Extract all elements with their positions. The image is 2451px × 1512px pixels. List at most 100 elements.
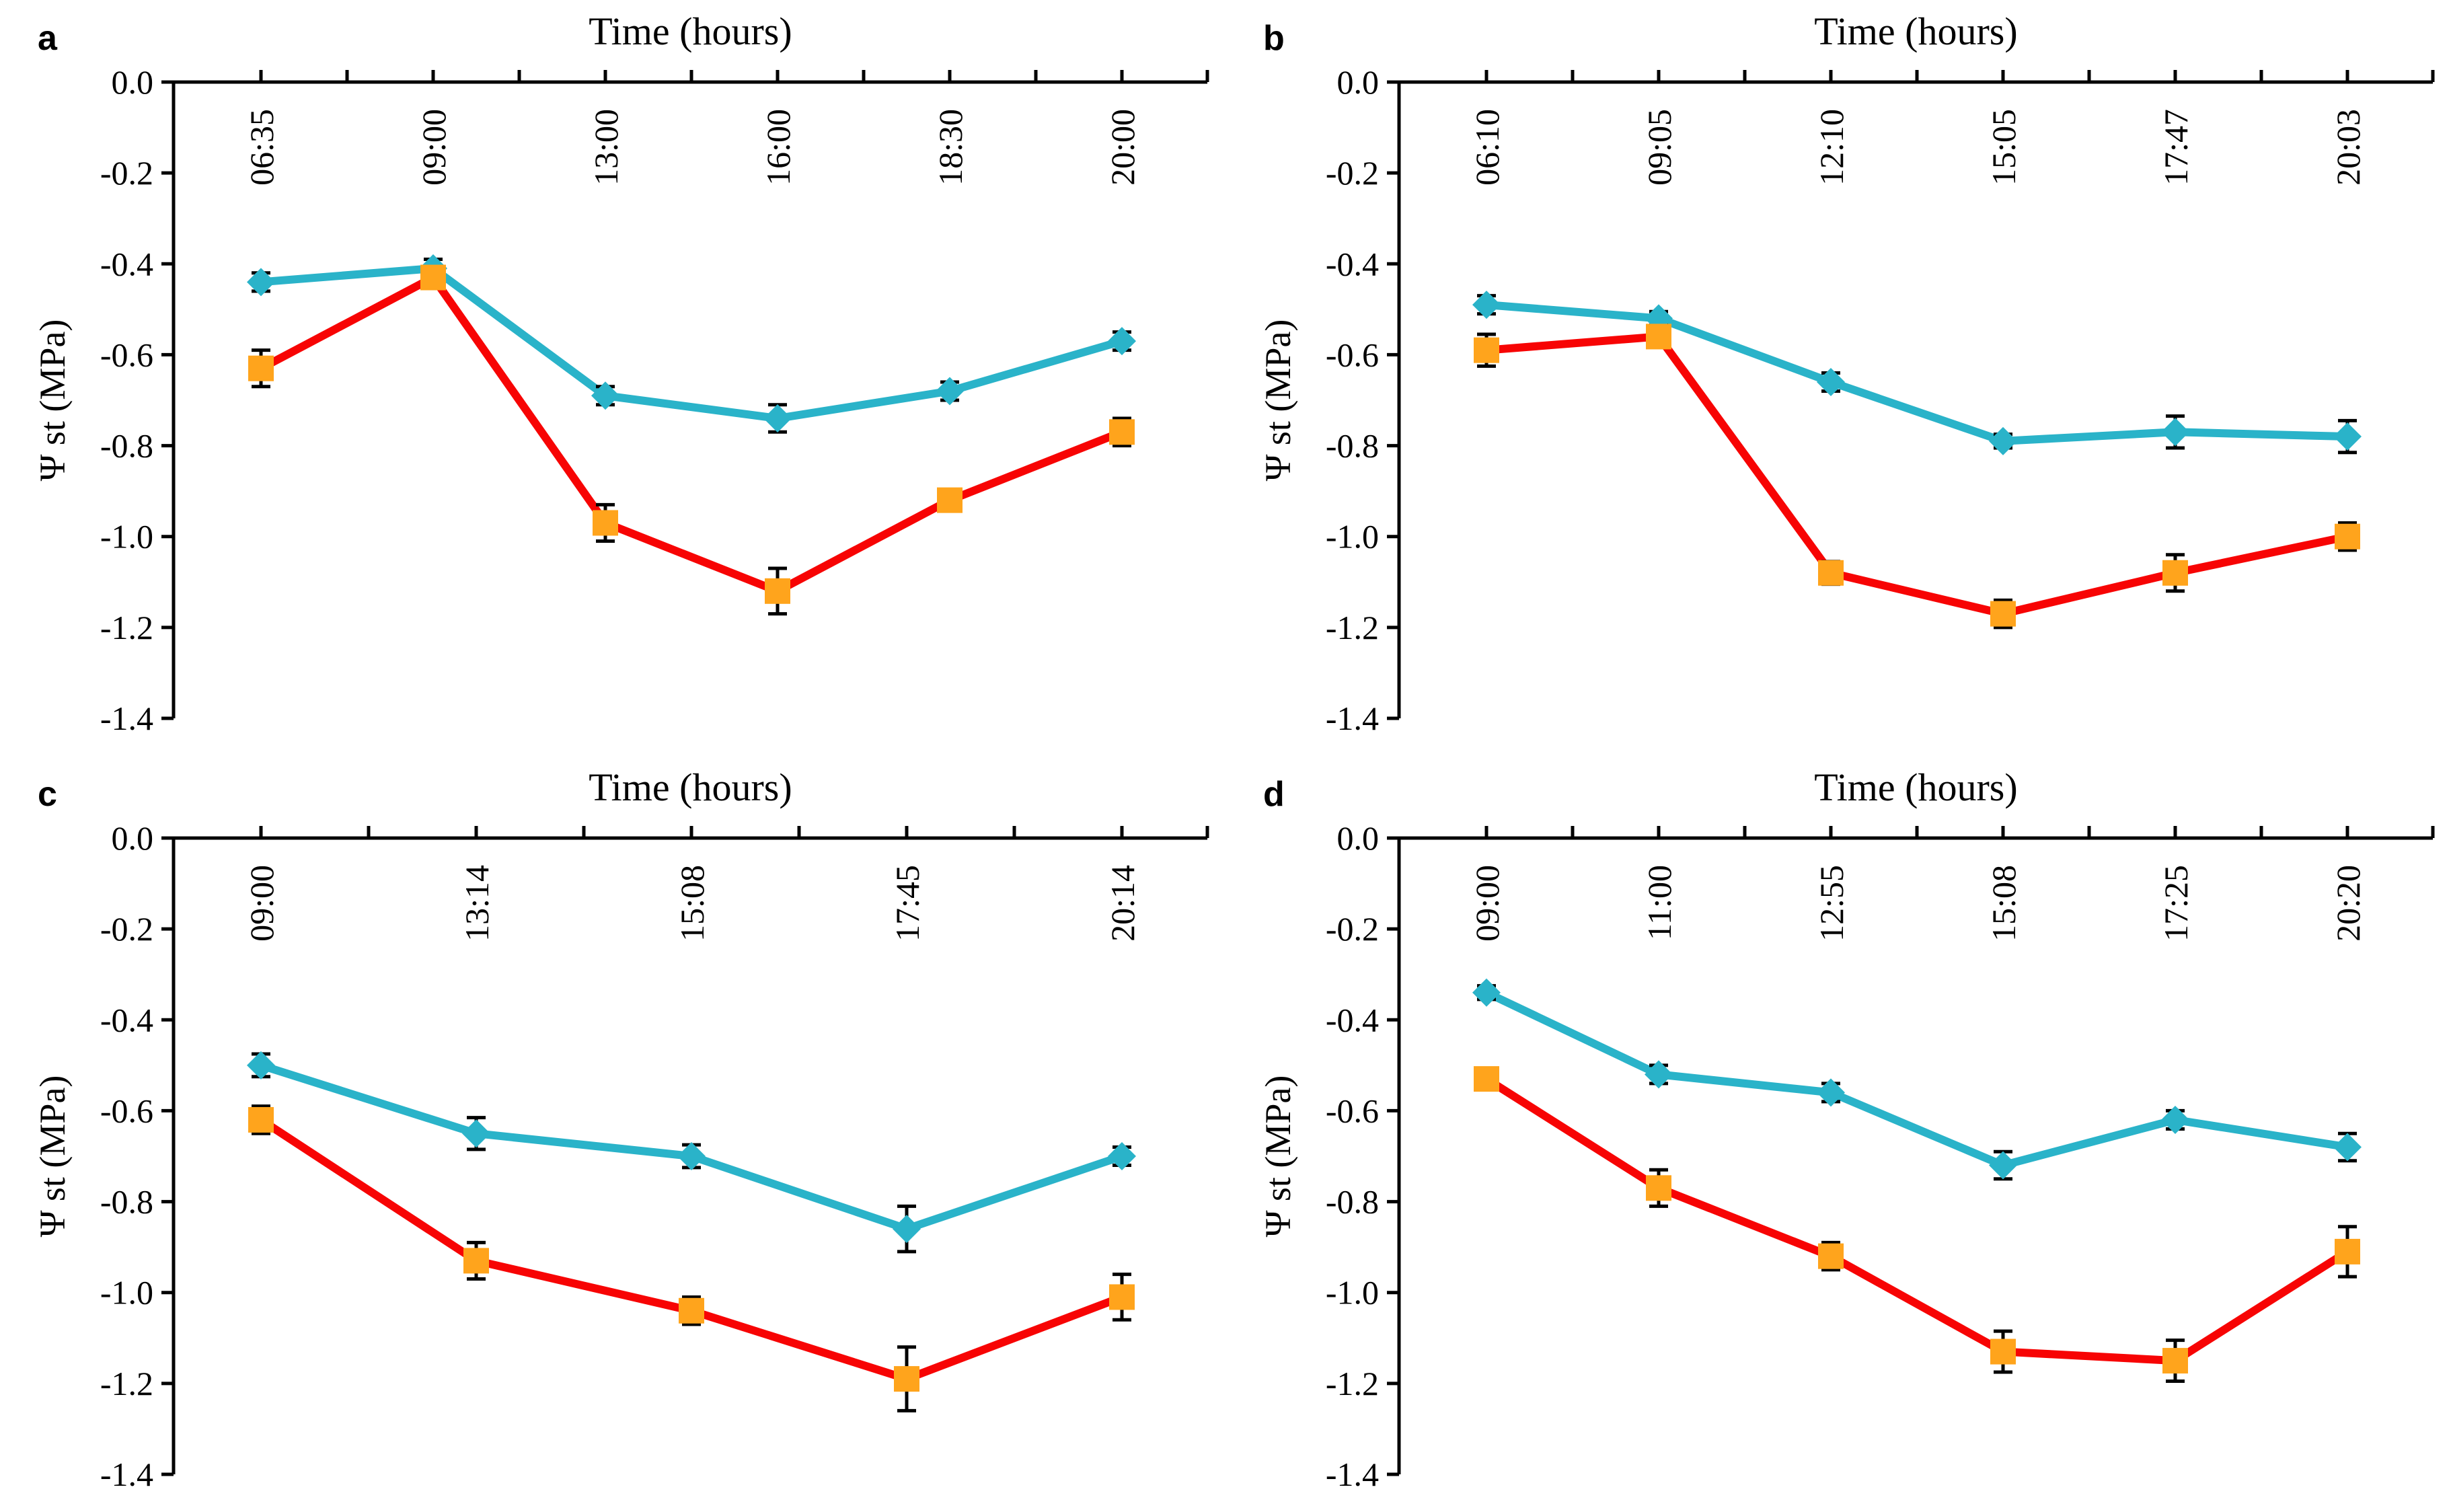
diamond-marker [2333, 1133, 2362, 1162]
diamond-marker [2161, 418, 2189, 447]
square-marker [937, 487, 963, 513]
diamond-marker [763, 404, 792, 433]
square-marker [248, 355, 274, 381]
square-marker [1818, 1243, 1844, 1269]
y-axis-label: Ψ st (MPa) [1258, 319, 1298, 482]
panel-letter: a [38, 19, 58, 58]
y-tick-label: -1.2 [1326, 609, 1379, 646]
diamond-marker [462, 1119, 490, 1148]
x-tick-label: 20:14 [1104, 865, 1141, 942]
diamond-marker [1472, 978, 1501, 1007]
y-tick-label: 0.0 [112, 819, 154, 857]
square-marker [2335, 1238, 2360, 1264]
square-marker [1474, 337, 1499, 363]
diamond-series-line [1484, 989, 2348, 1170]
x-tick-label: 17:47 [2157, 109, 2195, 186]
x-tick-label: 20:20 [2329, 865, 2367, 942]
y-tick-label: -1.0 [1326, 1274, 1379, 1312]
x-tick-label: 13:14 [458, 865, 496, 942]
panel-d-chart: d Time (hours) Ψ st (MPa) 0.0 -0.2 -0.4 -0.6 -0… [1258, 765, 2435, 1493]
square-marker [420, 264, 446, 291]
y-tick-label: -1.4 [1326, 1456, 1379, 1493]
y-tick-label: -1.4 [100, 700, 153, 737]
square-marker [1109, 1284, 1135, 1310]
x-tick-label: 12:10 [1813, 109, 1850, 186]
y-tick-label: 0.0 [112, 63, 154, 101]
diamond-marker [247, 268, 275, 297]
square-marker [1646, 324, 1671, 350]
panel-letter: c [38, 775, 57, 814]
y-tick-label: -0.8 [1326, 1183, 1379, 1221]
y-tick-label: -0.6 [100, 336, 153, 373]
square-series-line [1484, 1075, 2350, 1365]
x-tick-label: 20:03 [2329, 109, 2367, 186]
x-tick-label: 09:00 [243, 865, 280, 942]
y-tick-label: -0.4 [100, 245, 153, 282]
x-tick-label: 17:25 [2157, 865, 2195, 942]
square-marker [593, 510, 618, 536]
y-tick-label: -0.4 [1326, 1001, 1379, 1038]
square-series-line [259, 273, 1124, 595]
y-tick-label: -0.2 [1326, 154, 1379, 192]
panel-a-chart: a Time (hours) Ψ st (MPa) 0.0 -0.2 -0.4 -0.6 -0… [32, 9, 1209, 737]
y-tick-label: -1.0 [100, 1274, 153, 1312]
chart-title: Time (hours) [1814, 765, 2017, 809]
panel-letter: b [1263, 19, 1285, 58]
chart-title: Time (hours) [589, 765, 792, 809]
y-axis-label: Ψ st (MPa) [32, 1075, 73, 1238]
diamond-marker [1989, 1151, 2017, 1180]
diamond-marker [247, 1051, 275, 1080]
y-tick-label: -0.8 [1326, 427, 1379, 465]
y-tick-label: -1.4 [100, 1456, 153, 1493]
square-marker [248, 1106, 274, 1133]
y-tick-label: -0.2 [1326, 910, 1379, 948]
y-tick-label: -0.4 [1326, 245, 1379, 282]
diamond-marker [1108, 1142, 1136, 1170]
y-tick-label: 0.0 [1337, 63, 1380, 101]
x-tick-label: 20:00 [1104, 109, 1141, 186]
y-tick-label: -0.8 [100, 427, 153, 465]
panel-c: c Time (hours) Ψ st (MPa) 0.0 -0.2 -0.4 -0.6 -0… [0, 756, 1226, 1512]
square-marker [1990, 601, 2016, 627]
y-tick-label: -0.6 [1326, 336, 1379, 373]
y-tick-label: -0.4 [100, 1001, 153, 1038]
x-tick-label: 18:30 [932, 109, 969, 186]
diamond-marker [2161, 1105, 2189, 1134]
y-tick-label: -0.8 [100, 1183, 153, 1221]
y-axis-label: Ψ st (MPa) [32, 319, 73, 482]
diamond-series-line [1486, 301, 2348, 445]
x-tick-label: 15:08 [1985, 865, 2023, 942]
chart-title: Time (hours) [589, 9, 792, 53]
y-tick-label: -1.2 [1326, 1365, 1379, 1402]
x-tick-label: 09:00 [1468, 865, 1506, 942]
diamond-marker [1645, 1060, 1673, 1089]
diamond-series-line [260, 264, 1123, 423]
x-tick-label: 17:45 [889, 865, 926, 942]
x-tick-label: 11:00 [1641, 865, 1678, 940]
y-tick-label: -0.2 [100, 910, 153, 948]
x-tick-label: 06:35 [243, 109, 280, 186]
panel-d: d Time (hours) Ψ st (MPa) 0.0 -0.2 -0.4 -0.6 -0… [1226, 756, 2451, 1512]
y-tick-label: -1.2 [100, 609, 153, 646]
y-axis-label: Ψ st (MPa) [1258, 1075, 1298, 1238]
y-tick-label: 0.0 [1337, 819, 1380, 857]
diamond-marker [1817, 367, 1845, 396]
chart-title: Time (hours) [1814, 9, 2017, 53]
square-marker [1474, 1066, 1499, 1092]
panel-a: a Time (hours) Ψ st (MPa) 0.0 -0.2 -0.4 -0.6 -0… [0, 0, 1226, 756]
diamond-marker [591, 381, 619, 410]
y-tick-label: -1.2 [100, 1365, 153, 1402]
diamond-marker [1817, 1078, 1845, 1107]
square-series-line [1486, 332, 2349, 618]
y-tick-label: -0.2 [100, 154, 153, 192]
square-marker [1109, 419, 1135, 445]
x-tick-label: 13:00 [587, 109, 625, 186]
diamond-marker [2333, 422, 2362, 451]
x-tick-label: 15:05 [1985, 109, 2023, 186]
square-marker [894, 1366, 919, 1392]
square-marker [765, 578, 790, 604]
x-tick-label: 09:00 [415, 109, 453, 186]
y-tick-label: -1.4 [1326, 700, 1379, 737]
square-marker [1646, 1175, 1671, 1201]
